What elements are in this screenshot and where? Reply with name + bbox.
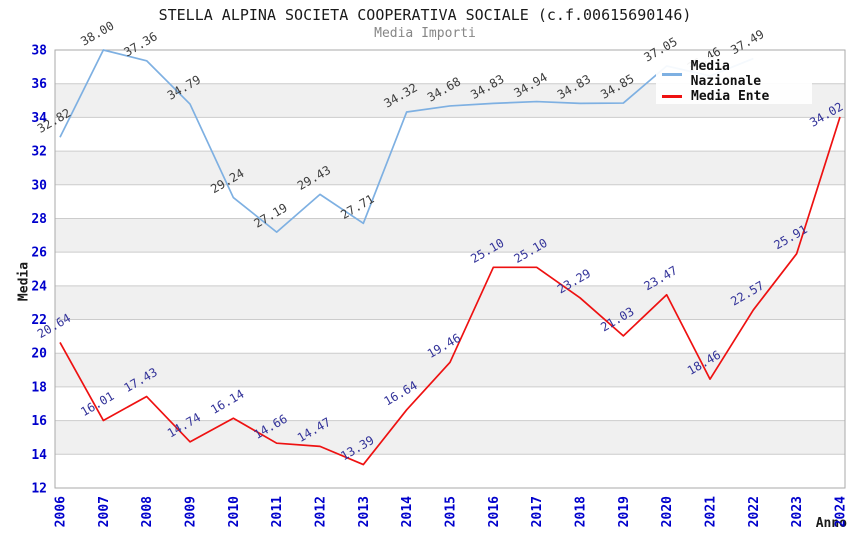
x-tick-label: 2007 — [97, 496, 112, 527]
y-tick-label: 16 — [31, 414, 47, 429]
grid-band — [55, 285, 845, 320]
data-label: 16.14 — [208, 387, 246, 417]
data-label: 38.00 — [78, 18, 116, 48]
y-tick-label: 26 — [31, 246, 47, 261]
legend-item-media-nazionale: Media Nazionale — [662, 59, 806, 89]
y-tick-label: 18 — [31, 380, 47, 395]
grid-band — [55, 353, 845, 387]
y-tick-label: 22 — [31, 313, 47, 328]
x-tick-label: 2010 — [227, 496, 242, 527]
legend-label-media-nazionale: Media Nazionale — [690, 59, 762, 89]
x-tick-label: 2014 — [400, 496, 415, 527]
x-tick-label: 2008 — [140, 496, 155, 527]
x-tick-label: 2018 — [574, 496, 589, 527]
x-tick-label: 2009 — [184, 496, 199, 527]
x-tick-label: 2021 — [704, 496, 719, 527]
plot-border — [54, 49, 846, 489]
x-tick-label: 2013 — [357, 496, 372, 527]
x-tick-label: 2016 — [487, 496, 502, 527]
legend: Media Nazionale Media Ente — [656, 57, 812, 104]
y-tick-label: 30 — [31, 178, 47, 193]
y-tick-label: 12 — [31, 482, 47, 497]
y-tick-label: 14 — [31, 448, 47, 463]
media-nazionale-line-icon — [662, 72, 682, 76]
y-tick-label: 28 — [31, 212, 47, 227]
legend-label-media-ente: Media Ente — [691, 89, 770, 104]
y-tick-label: 32 — [31, 145, 47, 160]
grid-band — [55, 151, 845, 185]
data-label: 16.01 — [78, 389, 116, 419]
chart-subtitle: Media Importi — [374, 26, 476, 41]
y-tick-label: 20 — [31, 347, 47, 362]
series-line — [59, 49, 754, 233]
x-tick-label: 2006 — [54, 496, 69, 527]
chart-title: STELLA ALPINA SOCIETA COOPERATIVA SOCIAL… — [158, 6, 692, 24]
data-label: 37.49 — [728, 27, 766, 57]
x-tick-label: 2011 — [270, 496, 285, 527]
series-line — [59, 116, 841, 466]
media-ente-line-icon — [662, 95, 682, 98]
x-tick-label: 2012 — [314, 496, 329, 527]
x-tick-label: 2020 — [660, 496, 675, 527]
y-tick-label: 24 — [31, 279, 47, 294]
x-tick-label: 2017 — [530, 496, 545, 527]
y-tick-label: 36 — [31, 77, 47, 92]
x-tick-label: 2015 — [444, 496, 459, 527]
y-tick-label: 34 — [31, 111, 47, 126]
x-tick-label: 2019 — [617, 496, 632, 527]
x-axis-title: Anno — [815, 516, 847, 531]
data-label: 27.71 — [338, 192, 376, 222]
y-tick-label: 38 — [31, 44, 47, 59]
x-tick-label: 2024 — [834, 496, 849, 527]
grid-band — [55, 218, 845, 253]
x-tick-label: 2022 — [747, 496, 762, 527]
data-label: 37.36 — [122, 29, 160, 59]
legend-item-media-ente: Media Ente — [662, 89, 806, 104]
x-tick-label: 2023 — [790, 496, 805, 527]
